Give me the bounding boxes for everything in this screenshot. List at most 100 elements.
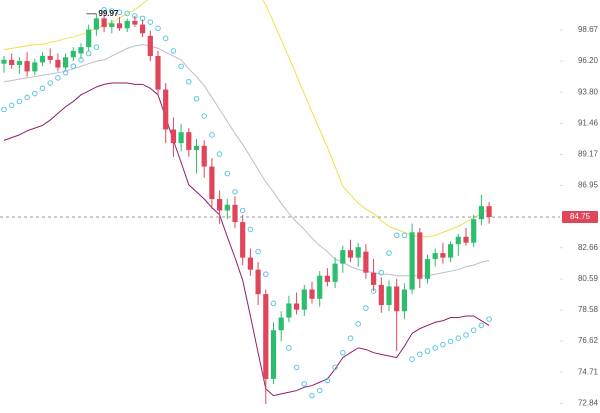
candle-body xyxy=(340,250,346,264)
sar-dot xyxy=(116,9,123,16)
sar-dot xyxy=(309,392,315,399)
candle-body xyxy=(9,59,15,65)
plot-area xyxy=(1,0,492,405)
candle-body xyxy=(440,253,446,258)
sar-dot xyxy=(62,69,69,76)
sar-dot xyxy=(263,271,269,278)
candle-body xyxy=(263,294,269,379)
candle-body xyxy=(155,56,161,90)
y-tick-label: 98.67 xyxy=(578,25,599,34)
sar-dot xyxy=(101,6,107,13)
sar-dot xyxy=(363,305,369,311)
candle-body xyxy=(478,206,484,220)
candle-body xyxy=(432,253,438,260)
candle-body xyxy=(471,219,477,243)
candle-body xyxy=(124,20,130,29)
candle-body xyxy=(224,204,230,211)
y-tick-label: 89.17 xyxy=(578,150,599,159)
sar-dot xyxy=(286,345,292,351)
candle-body xyxy=(409,232,415,290)
candle-body xyxy=(55,59,61,68)
candle-body xyxy=(201,145,207,167)
sar-dot xyxy=(417,351,423,358)
band-line xyxy=(3,44,490,277)
sar-dot xyxy=(170,48,177,54)
candle-body xyxy=(217,199,223,211)
sar-dot xyxy=(247,226,254,233)
candle-body xyxy=(394,286,400,312)
candle-body xyxy=(278,317,284,331)
candle-body xyxy=(317,275,323,299)
sar-dot xyxy=(124,10,130,17)
candle-body xyxy=(63,57,69,68)
sar-dot xyxy=(486,316,492,322)
sar-dot xyxy=(478,322,485,329)
candle-body xyxy=(140,24,146,34)
candle-body xyxy=(324,275,330,282)
candle-body xyxy=(70,50,76,58)
candle-body xyxy=(247,257,253,270)
sar-dot xyxy=(316,387,323,394)
candle-body xyxy=(286,303,292,318)
sar-dot xyxy=(293,364,300,371)
high-label: 99.97 xyxy=(98,9,119,18)
sar-dot xyxy=(393,232,400,239)
candle-body xyxy=(101,18,107,28)
candle-body xyxy=(363,251,369,273)
y-tick-label: 82.66 xyxy=(578,243,599,252)
sar-dot xyxy=(401,232,408,239)
last-price-label: 84.75 xyxy=(570,212,591,221)
y-tick-label: 80.59 xyxy=(578,274,599,283)
last-price-box xyxy=(562,211,598,224)
candle-body xyxy=(93,18,99,30)
sar-dot xyxy=(32,90,38,97)
sar-dot xyxy=(255,248,261,255)
sar-dot xyxy=(162,35,169,42)
sar-dot xyxy=(155,25,161,32)
sar-dot xyxy=(463,332,469,338)
candle-body xyxy=(78,47,84,54)
sar-dot xyxy=(16,98,23,105)
sar-dot xyxy=(378,269,385,276)
sar-dot xyxy=(193,95,200,102)
y-tick-label: 74.71 xyxy=(578,367,599,376)
sar-dot xyxy=(201,113,207,119)
candle-body xyxy=(463,236,469,243)
candle-body xyxy=(163,89,169,130)
candle-body xyxy=(132,20,138,25)
sar-dot xyxy=(332,364,338,371)
candle-body xyxy=(16,61,22,65)
sar-dot xyxy=(386,250,392,256)
candle-body xyxy=(332,263,338,282)
candle-body xyxy=(47,56,53,60)
sar-dot xyxy=(324,377,331,384)
candle-body xyxy=(186,132,192,150)
candle-body xyxy=(116,23,123,29)
sar-dot xyxy=(340,349,346,356)
candle-body xyxy=(347,250,354,258)
sar-dot xyxy=(85,50,92,57)
sar-dot xyxy=(8,102,15,109)
candle-body xyxy=(255,269,261,295)
candle-body xyxy=(193,145,200,150)
sar-dot xyxy=(178,63,184,70)
sar-dot xyxy=(455,335,462,342)
y-tick-label: 91.46 xyxy=(578,118,599,127)
candle-body xyxy=(178,132,184,144)
sar-dot xyxy=(109,8,115,14)
band-line xyxy=(3,0,490,238)
candle-body xyxy=(386,286,392,306)
candle-body xyxy=(109,23,115,28)
candle-body xyxy=(24,61,30,72)
candle-body xyxy=(378,284,384,306)
y-tick-label: 72.84 xyxy=(578,398,599,407)
candle-body xyxy=(32,62,38,72)
candle-body xyxy=(417,232,423,279)
candle-body xyxy=(86,29,92,48)
candle-body xyxy=(486,206,492,218)
sar-dot xyxy=(424,348,431,354)
candle-body xyxy=(209,166,215,200)
sar-dot xyxy=(409,356,415,363)
sar-dot xyxy=(47,80,54,86)
